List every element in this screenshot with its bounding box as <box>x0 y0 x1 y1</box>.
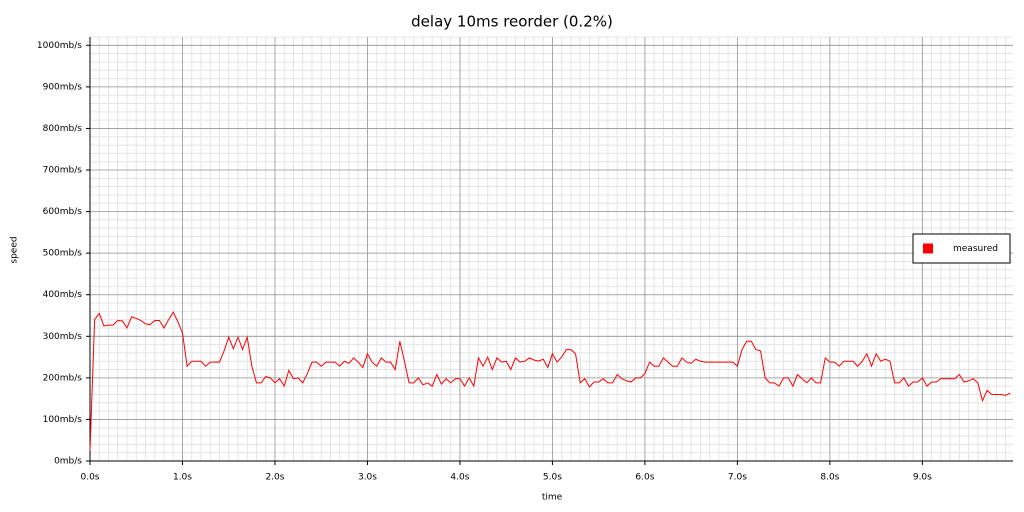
y-tick-label: 0mb/s <box>54 457 82 467</box>
legend-swatch <box>923 243 933 254</box>
y-tick-label: 1000mb/s <box>37 41 82 51</box>
x-axis-label: time <box>542 493 563 503</box>
y-tick-label: 300mb/s <box>43 332 83 342</box>
y-tick-label: 200mb/s <box>43 373 83 383</box>
y-axis-label: speed <box>10 236 20 263</box>
y-tick-label: 600mb/s <box>43 207 83 217</box>
x-tick-label: 0.0s <box>80 473 99 483</box>
y-tick-label: 700mb/s <box>43 166 83 176</box>
y-tick-label: 900mb/s <box>43 82 83 92</box>
y-tick-label: 800mb/s <box>43 124 83 134</box>
y-tick-label: 100mb/s <box>43 415 83 425</box>
legend-label: measured <box>953 244 998 254</box>
x-tick-label: 1.0s <box>173 473 192 483</box>
y-tick-label: 500mb/s <box>43 249 83 259</box>
data-line <box>89 311 1011 451</box>
y-tick-label: 400mb/s <box>43 290 83 300</box>
x-tick-label: 8.0s <box>820 473 839 483</box>
x-tick-label: 2.0s <box>265 473 284 483</box>
x-tick-label: 4.0s <box>450 473 469 483</box>
x-tick-label: 5.0s <box>543 473 562 483</box>
x-tick-label: 9.0s <box>913 473 932 483</box>
x-tick-label: 6.0s <box>635 473 654 483</box>
x-tick-label: 7.0s <box>728 473 747 483</box>
chart-title: delay 10ms reorder (0.2%) <box>411 13 613 31</box>
x-tick-label: 3.0s <box>358 473 377 483</box>
